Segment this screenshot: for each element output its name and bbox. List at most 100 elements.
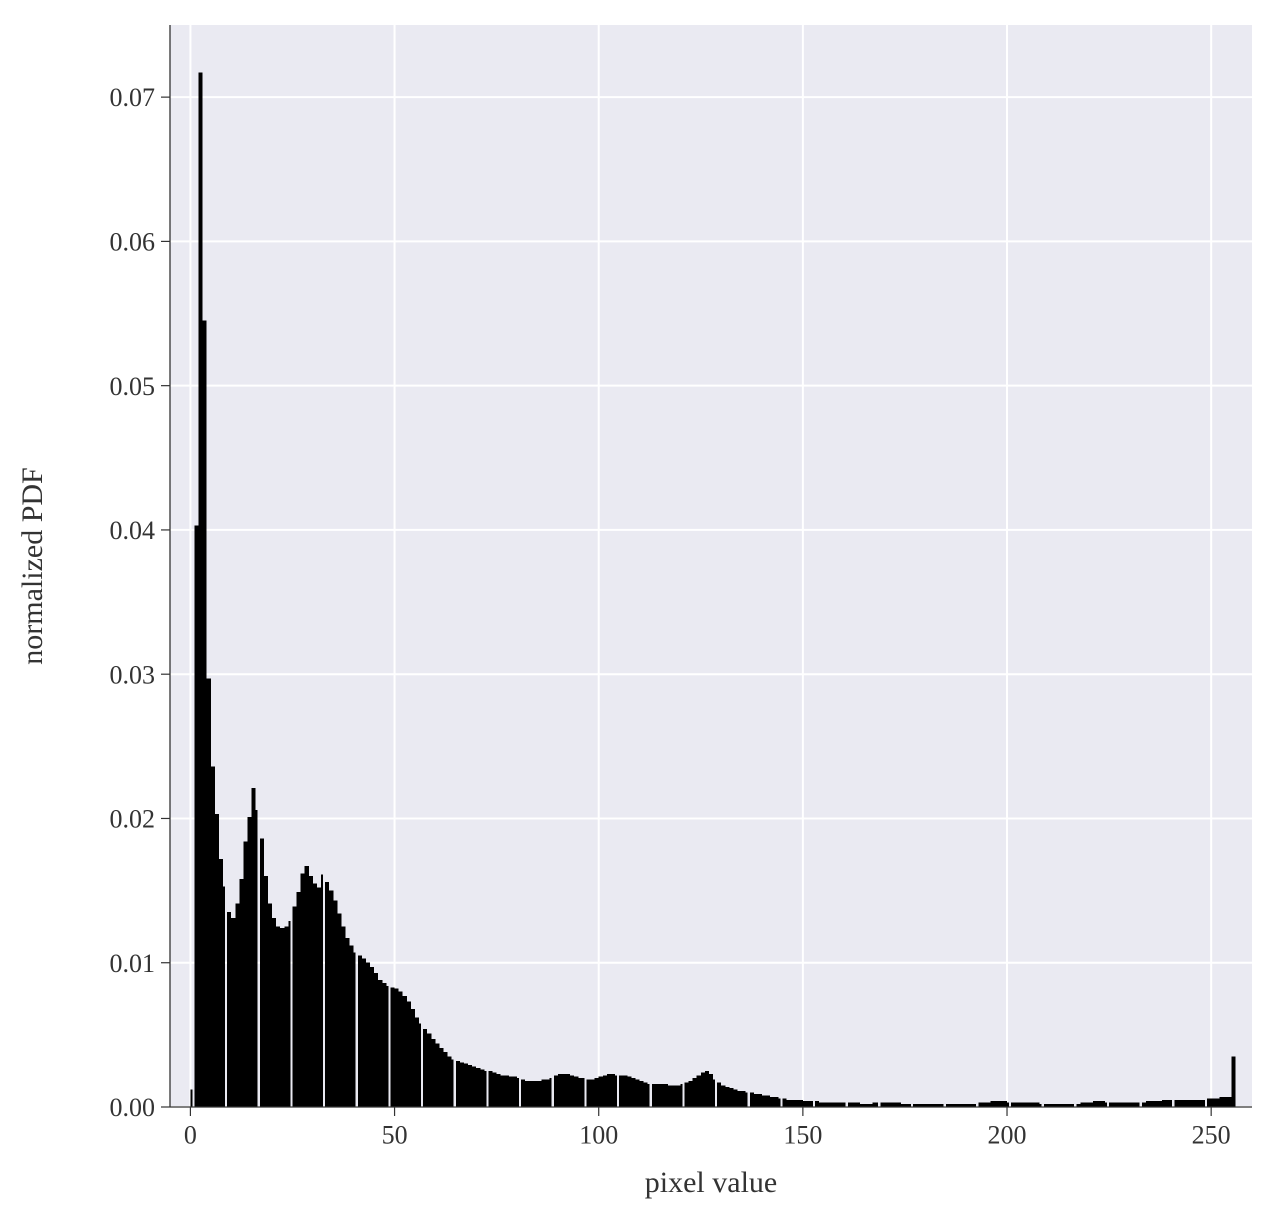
histogram-bar bbox=[276, 927, 280, 1107]
histogram-bar bbox=[248, 817, 252, 1107]
histogram-bar bbox=[562, 1074, 566, 1107]
histogram-bar bbox=[313, 883, 317, 1107]
y-tick-label: 0.03 bbox=[110, 660, 156, 689]
histogram-bar bbox=[995, 1101, 999, 1107]
y-tick-label: 0.01 bbox=[110, 949, 156, 978]
histogram-bar bbox=[697, 1075, 701, 1107]
y-ticks: 0.00 0.01 0.02 0.03 0.04 0.05 0.06 0.07 bbox=[110, 83, 171, 1122]
histogram-bar bbox=[533, 1081, 537, 1107]
histogram-bar bbox=[746, 1093, 748, 1107]
histogram-bar bbox=[509, 1077, 513, 1107]
histogram-bar bbox=[1215, 1098, 1219, 1107]
x-tick-label: 50 bbox=[382, 1120, 408, 1149]
histogram-bar bbox=[378, 980, 382, 1107]
histogram-bar bbox=[1003, 1101, 1007, 1107]
histogram-bar bbox=[456, 1061, 460, 1107]
histogram-bar bbox=[672, 1085, 676, 1107]
histogram-bar bbox=[619, 1075, 623, 1107]
histogram-bar bbox=[235, 904, 239, 1107]
histogram-bar bbox=[1183, 1100, 1187, 1107]
histogram-bar bbox=[1191, 1100, 1195, 1107]
histogram-bar bbox=[480, 1069, 484, 1107]
histogram-bar bbox=[525, 1081, 529, 1107]
y-tick-label: 0.06 bbox=[110, 228, 156, 257]
histogram-bar bbox=[484, 1071, 486, 1107]
histogram-bar bbox=[362, 958, 366, 1107]
histogram-bar bbox=[366, 963, 370, 1107]
histogram-bar bbox=[1207, 1098, 1211, 1107]
histogram-bar bbox=[301, 873, 305, 1107]
histogram-bar bbox=[260, 839, 264, 1107]
histogram-bar bbox=[272, 918, 276, 1107]
y-tick-label: 0.07 bbox=[110, 83, 156, 112]
histogram-bar bbox=[488, 1071, 492, 1107]
histogram-bar bbox=[991, 1101, 995, 1107]
histogram-bar bbox=[350, 945, 354, 1107]
histogram-bar bbox=[297, 892, 301, 1107]
histogram-bar bbox=[582, 1078, 584, 1107]
histogram-bar bbox=[603, 1075, 607, 1107]
y-tick-label: 0.04 bbox=[110, 516, 156, 545]
histogram-bar bbox=[374, 973, 378, 1107]
histogram-bar bbox=[435, 1044, 439, 1107]
histogram-bar bbox=[652, 1084, 656, 1107]
histogram-bar bbox=[370, 967, 374, 1107]
histogram-bar bbox=[676, 1085, 680, 1107]
histogram-bar bbox=[717, 1082, 721, 1107]
histogram-bar bbox=[1101, 1101, 1105, 1107]
histogram-bar bbox=[656, 1084, 660, 1107]
histogram-bar bbox=[615, 1075, 617, 1107]
histogram-bar bbox=[284, 927, 288, 1107]
histogram-bar bbox=[399, 992, 403, 1107]
histogram-bar bbox=[713, 1080, 715, 1107]
histogram-bar bbox=[1166, 1100, 1170, 1107]
histogram-bar bbox=[288, 921, 290, 1107]
histogram-bar bbox=[689, 1081, 693, 1107]
histogram-bar bbox=[623, 1075, 627, 1107]
histogram-bar bbox=[439, 1048, 443, 1107]
histogram-bar bbox=[574, 1077, 578, 1107]
histogram-bar bbox=[264, 876, 268, 1107]
histogram-bar bbox=[787, 1100, 791, 1107]
histogram-bar bbox=[807, 1101, 811, 1107]
histogram-bar bbox=[203, 321, 207, 1107]
histogram-bar bbox=[1174, 1100, 1178, 1107]
histogram-bar bbox=[795, 1100, 799, 1107]
histogram-bar bbox=[640, 1081, 644, 1107]
histogram-bar bbox=[684, 1082, 688, 1107]
histogram-bar bbox=[701, 1072, 705, 1107]
histogram-bar bbox=[766, 1095, 770, 1107]
histogram-bar bbox=[190, 1090, 192, 1107]
histogram-bar bbox=[537, 1081, 541, 1107]
histogram-bar bbox=[558, 1074, 562, 1107]
histogram-bar bbox=[758, 1094, 762, 1107]
histogram-bar bbox=[803, 1101, 807, 1107]
histogram-bar bbox=[1228, 1097, 1232, 1107]
histogram-bar bbox=[497, 1074, 501, 1107]
histogram-bar bbox=[239, 879, 243, 1107]
histogram-bar bbox=[517, 1078, 519, 1107]
histogram-bar bbox=[256, 810, 258, 1107]
histogram-bar bbox=[668, 1085, 672, 1107]
histogram-bar bbox=[472, 1067, 476, 1107]
histogram-bar bbox=[546, 1080, 550, 1107]
histogram-bar bbox=[325, 882, 329, 1107]
histogram-bar bbox=[595, 1078, 599, 1107]
histogram-bar bbox=[1170, 1100, 1172, 1107]
histogram-bar bbox=[219, 859, 223, 1107]
histogram-bar bbox=[1203, 1100, 1205, 1107]
histogram-bar bbox=[292, 906, 296, 1107]
y-tick-label: 0.05 bbox=[110, 372, 156, 401]
histogram-bar bbox=[705, 1071, 709, 1107]
histogram-bar bbox=[199, 73, 203, 1107]
y-tick-label: 0.00 bbox=[110, 1093, 156, 1122]
histogram-bar bbox=[403, 996, 407, 1107]
histogram-bar bbox=[811, 1101, 813, 1107]
histogram-bar bbox=[550, 1078, 552, 1107]
x-tick-label: 150 bbox=[783, 1120, 822, 1149]
histogram-bar bbox=[207, 679, 211, 1107]
x-ticks: 050100150200250 bbox=[184, 1107, 1231, 1149]
histogram-bar bbox=[791, 1100, 795, 1107]
histogram-bar bbox=[431, 1039, 435, 1107]
y-tick-label: 0.02 bbox=[110, 805, 156, 834]
